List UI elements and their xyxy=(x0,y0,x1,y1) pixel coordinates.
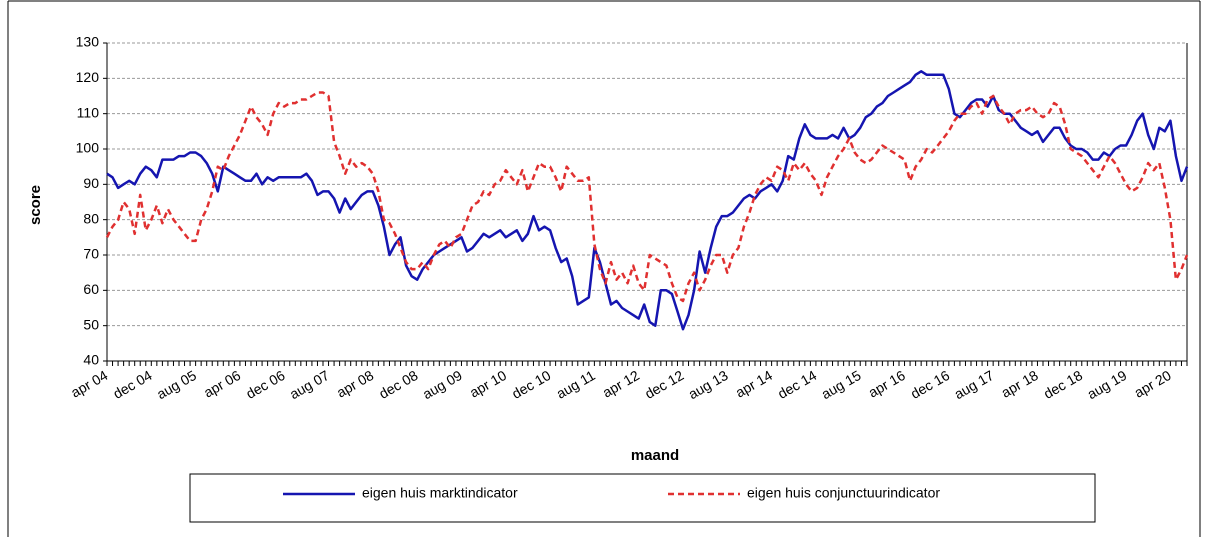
y-tick-label: 60 xyxy=(83,281,99,297)
x-tick-label: apr 08 xyxy=(334,367,377,401)
series-line xyxy=(105,91,1189,303)
legend-label: eigen huis marktindicator xyxy=(362,485,518,501)
x-axis-title: maand xyxy=(631,447,679,464)
x-tick-label: dec 14 xyxy=(775,367,820,402)
legend-label: eigen huis conjunctuurindicator xyxy=(747,485,940,501)
y-tick-label: 130 xyxy=(76,34,100,50)
x-tick-label: dec 04 xyxy=(110,367,155,402)
legend xyxy=(189,473,1096,523)
y-tick-label: 90 xyxy=(83,175,99,191)
x-tick-label: aug 09 xyxy=(420,367,465,402)
y-tick-label: 70 xyxy=(83,246,99,262)
x-tick-label: aug 13 xyxy=(686,367,731,402)
x-tick-label: apr 04 xyxy=(68,367,111,401)
x-tick-label: apr 16 xyxy=(866,367,909,401)
x-tick-label: aug 17 xyxy=(951,367,996,402)
x-tick-label: dec 12 xyxy=(642,367,687,402)
x-tick-label: aug 11 xyxy=(554,367,598,402)
y-axis-title: score xyxy=(27,185,44,225)
x-tick-label: apr 10 xyxy=(467,367,510,401)
y-tick-label: 110 xyxy=(77,104,100,120)
x-tick-label: dec 08 xyxy=(376,367,421,402)
x-tick-label: aug 07 xyxy=(287,367,332,402)
x-tick-label: apr 18 xyxy=(998,367,1041,401)
x-tick-label: dec 18 xyxy=(1041,367,1086,402)
x-tick-label: apr 06 xyxy=(201,367,244,401)
y-tick-label: 80 xyxy=(83,210,99,226)
x-tick-label: dec 06 xyxy=(243,367,288,402)
x-tick-label: aug 05 xyxy=(154,367,199,402)
x-tick-label: aug 19 xyxy=(1084,367,1129,402)
x-tick-label: dec 16 xyxy=(908,367,953,402)
x-tick-label: apr 20 xyxy=(1131,367,1174,401)
x-tick-label: dec 10 xyxy=(509,367,554,402)
y-tick-label: 50 xyxy=(83,316,99,332)
x-tick-label: aug 15 xyxy=(818,367,863,402)
y-tick-label: 40 xyxy=(83,352,99,368)
series-line xyxy=(106,70,1189,331)
x-tick-label: apr 14 xyxy=(733,367,776,401)
y-tick-label: 100 xyxy=(76,140,100,156)
x-tick-label: apr 12 xyxy=(600,367,643,401)
y-tick-label: 120 xyxy=(76,69,100,85)
